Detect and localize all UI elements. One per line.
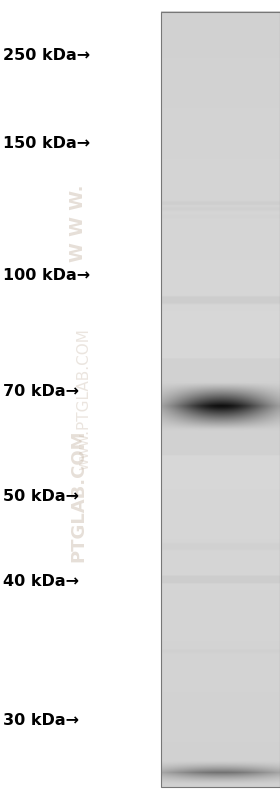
Bar: [161, 12, 280, 787]
Text: 250 kDa→: 250 kDa→: [3, 49, 90, 63]
Text: 30 kDa→: 30 kDa→: [3, 714, 79, 728]
Text: www.PTGLAB.COM: www.PTGLAB.COM: [76, 328, 92, 471]
Text: 50 kDa→: 50 kDa→: [3, 490, 79, 504]
Text: 100 kDa→: 100 kDa→: [3, 268, 90, 283]
Text: PTGLAB.COM: PTGLAB.COM: [69, 429, 87, 562]
Text: W W W.: W W W.: [69, 185, 87, 262]
Text: 150 kDa→: 150 kDa→: [3, 137, 90, 151]
Text: 70 kDa→: 70 kDa→: [3, 384, 79, 399]
Text: 40 kDa→: 40 kDa→: [3, 574, 79, 589]
